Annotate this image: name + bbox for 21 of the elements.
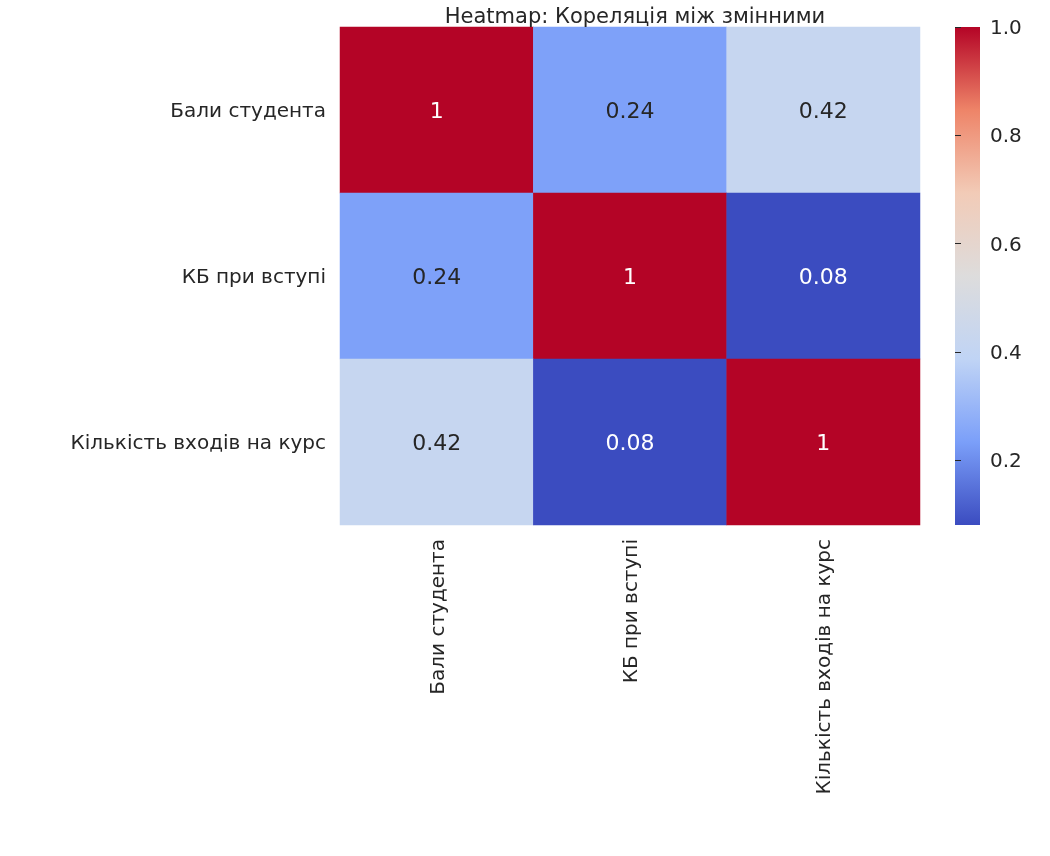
y-tick-label: Бали студента	[170, 98, 326, 122]
data-label: 1	[429, 97, 444, 123]
data-label: 0.24	[605, 97, 655, 123]
color-bar-label: 0.2	[990, 448, 1022, 473]
data-label: 0.08	[605, 429, 655, 455]
color-bar-label: 1.0	[990, 15, 1022, 39]
y-tick-label: Кількість входів на курс	[70, 430, 326, 454]
color-bar-label: 0.6	[990, 231, 1022, 256]
data-label: 0.42	[798, 97, 848, 123]
chart-title: Heatmap: Кореляція між змінними	[444, 3, 826, 28]
x-tick-label: КБ при вступі	[618, 539, 642, 684]
color-bar-label: 0.8	[990, 123, 1022, 148]
data-label: 0.24	[412, 263, 462, 289]
data-label: 0.42	[412, 429, 462, 455]
x-tick-label: Бали студента	[424, 539, 449, 695]
data-label: 0.08	[798, 263, 848, 289]
color-bar-label: 0.4	[990, 339, 1022, 364]
data-label: 1	[816, 429, 831, 455]
y-tick-label: КБ при вступі	[181, 264, 326, 288]
data-label: 1	[623, 263, 637, 289]
x-tick-label: Кількість входів на курс	[811, 539, 836, 795]
